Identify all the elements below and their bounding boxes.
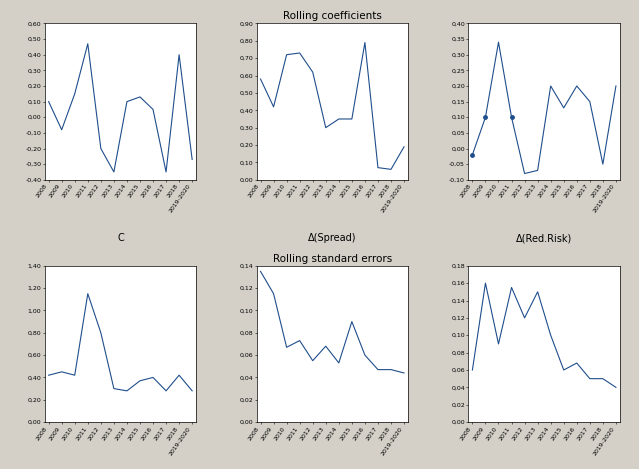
X-axis label: Δ(Spread): Δ(Spread): [308, 233, 357, 243]
Title: Rolling coefficients: Rolling coefficients: [283, 11, 381, 21]
Title: Rolling standard errors: Rolling standard errors: [273, 254, 392, 264]
X-axis label: C: C: [117, 233, 124, 243]
X-axis label: Δ(Red.Risk): Δ(Red.Risk): [516, 233, 573, 243]
